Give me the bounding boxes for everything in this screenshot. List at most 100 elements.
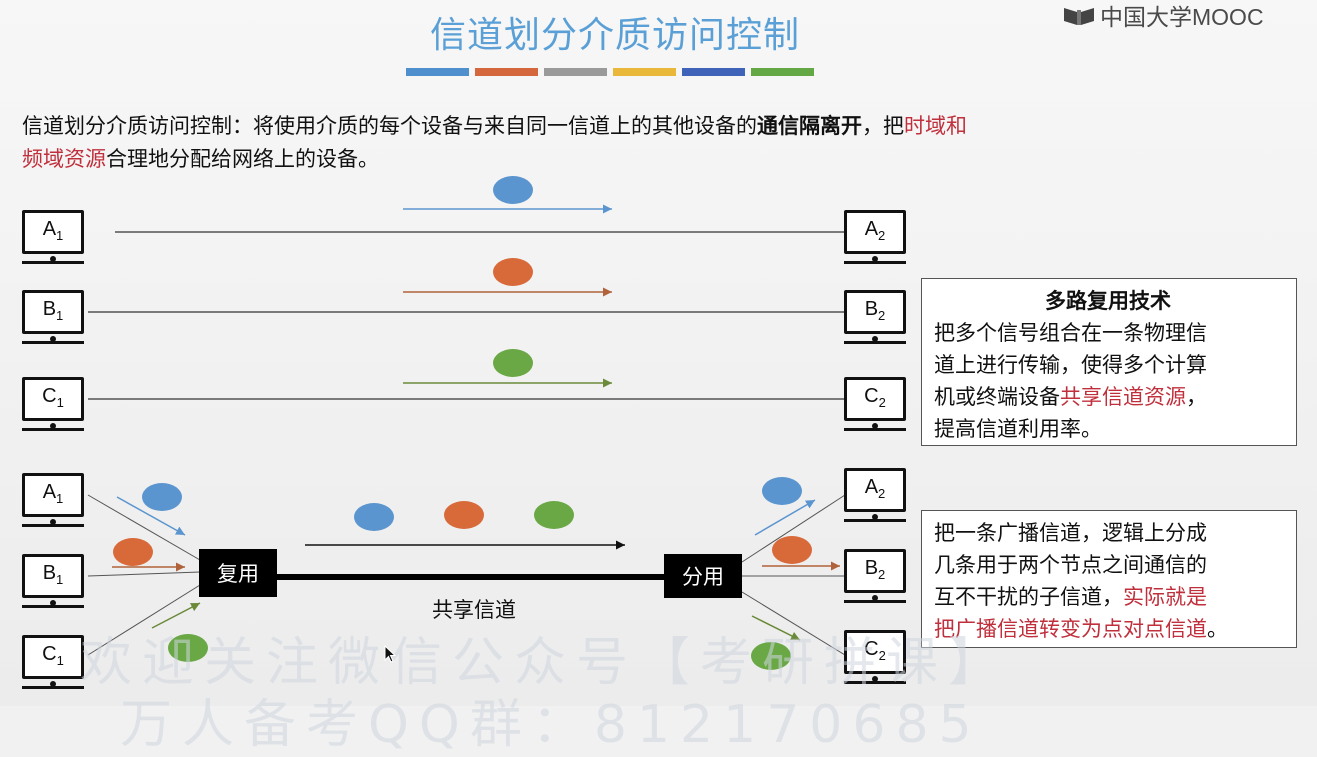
- computer-label: A2: [844, 476, 906, 501]
- monitor-icon: [22, 377, 84, 421]
- monitor-icon: [22, 210, 84, 254]
- computer-b1: B1: [22, 290, 88, 352]
- computer-name: A: [864, 218, 879, 240]
- color-bar: [544, 68, 607, 76]
- monitor-stand: [22, 261, 84, 264]
- channel-info-box: 把一条广播信道，逻辑上分成 几条用于两个节点之间通信的 互不干扰的子信道，实际就…: [921, 510, 1297, 648]
- power-dot: [872, 595, 878, 601]
- computer-subscript: 2: [878, 395, 886, 410]
- computer-c1-mux: C1: [22, 635, 88, 697]
- monitor-icon: [844, 630, 906, 674]
- box-line: 互不干扰的子信道，实际就是: [934, 581, 1282, 613]
- signal-blue: [493, 176, 533, 204]
- power-dot: [50, 600, 56, 606]
- intro-red1: 时域和: [904, 114, 967, 138]
- monitor-icon: [22, 554, 84, 598]
- computer-name: B: [864, 557, 879, 579]
- intro-red2: 频域资源: [22, 147, 106, 171]
- link-demux-c2: [741, 591, 846, 656]
- monitor-icon: [844, 210, 906, 254]
- link-a1-mux: [87, 494, 201, 561]
- computer-label: B1: [22, 298, 84, 323]
- color-bar: [406, 68, 469, 76]
- monitor-stand: [844, 428, 906, 431]
- box-line: 把广播信道转变为点对点信道。: [934, 613, 1282, 645]
- computer-name: C: [42, 643, 57, 665]
- computer-subscript: 2: [878, 228, 886, 243]
- monitor-stand: [844, 519, 906, 522]
- signal-orange: [493, 258, 533, 286]
- computer-label: A1: [22, 218, 84, 243]
- monitor-stand: [844, 261, 906, 264]
- monitor-icon: [844, 290, 906, 334]
- color-bar: [475, 68, 538, 76]
- box-line: 提高信道利用率。: [934, 417, 1102, 441]
- computer-c2-demux: C2: [844, 630, 910, 692]
- multiplexing-info-box: 多路复用技术 把多个信号组合在一条物理信 道上进行传输，使得多个计算 机或终端设…: [921, 278, 1297, 446]
- box-highlight: 把广播信道转变为点对点信道: [934, 617, 1207, 641]
- box-text: 。: [1207, 617, 1228, 641]
- network-diagram: [87, 176, 846, 670]
- signal-blue: [142, 483, 182, 511]
- computer-name: B: [42, 298, 57, 320]
- monitor-stand: [844, 341, 906, 344]
- intro-part3: 合理地分配给网络上的设备。: [106, 147, 379, 171]
- power-dot: [50, 681, 56, 687]
- link-c1-mux: [87, 584, 201, 656]
- computer-b1-mux: B1: [22, 554, 88, 616]
- computer-subscript: 2: [878, 308, 886, 323]
- arrow-blue-out: [754, 499, 816, 536]
- multiplexer: 复用: [199, 549, 277, 597]
- computer-subscript: 1: [56, 653, 64, 668]
- slide-title: 信道划分介质访问控制: [429, 15, 800, 56]
- computer-name: C: [42, 385, 57, 407]
- computer-subscript: 1: [56, 572, 64, 587]
- watermark-line1: 欢迎关注微信公众号【考研拼课】: [80, 633, 1011, 693]
- computer-a1-mux: A1: [22, 473, 88, 535]
- box-line: 几条用于两个节点之间通信的: [934, 553, 1207, 577]
- book-logo-icon: [1064, 8, 1094, 25]
- signal-green: [751, 642, 791, 670]
- monitor-icon: [844, 377, 906, 421]
- monitor-stand: [22, 524, 84, 527]
- box-line: 机或终端设备共享信道资源，: [934, 381, 1282, 413]
- intro-bold: 通信隔离开: [757, 114, 862, 138]
- signal-blue: [762, 477, 802, 505]
- power-dot: [50, 423, 56, 429]
- computer-subscript: 2: [878, 486, 886, 501]
- shared-channel-label: 共享信道: [432, 598, 516, 622]
- link-b1-mux: [87, 571, 201, 577]
- monitor-stand: [22, 605, 84, 608]
- signal-green: [493, 349, 533, 377]
- computer-subscript: 1: [56, 395, 64, 410]
- computer-c1: C1: [22, 377, 88, 439]
- computer-subscript: 1: [56, 308, 64, 323]
- computer-name: A: [864, 476, 879, 498]
- signal-blue: [354, 503, 394, 531]
- computer-subscript: 1: [56, 228, 64, 243]
- color-bar: [613, 68, 676, 76]
- power-dot: [872, 336, 878, 342]
- computer-label: C1: [22, 643, 84, 668]
- computer-a2-demux: A2: [844, 468, 910, 530]
- signal-orange: [444, 501, 484, 529]
- computer-name: C: [864, 638, 879, 660]
- computer-label: B2: [844, 298, 906, 323]
- power-dot: [50, 519, 56, 525]
- intro-text: 信道划分介质访问控制：将使用介质的每个设备与来自同一信道上的其他设备的通信隔离开…: [22, 110, 1222, 176]
- computer-b2: B2: [844, 290, 910, 352]
- monitor-icon: [22, 473, 84, 517]
- computer-a1: A1: [22, 210, 88, 272]
- signal-green: [168, 634, 208, 662]
- color-bar: [682, 68, 745, 76]
- arrow-green-in: [151, 602, 201, 629]
- computer-subscript: 2: [878, 567, 886, 582]
- monitor-icon: [22, 635, 84, 679]
- computer-name: A: [42, 481, 57, 503]
- computer-subscript: 1: [56, 491, 64, 506]
- computer-label: A2: [844, 218, 906, 243]
- power-dot: [872, 256, 878, 262]
- box-highlight: 共享信道资源: [1060, 385, 1186, 409]
- signal-orange: [772, 536, 812, 564]
